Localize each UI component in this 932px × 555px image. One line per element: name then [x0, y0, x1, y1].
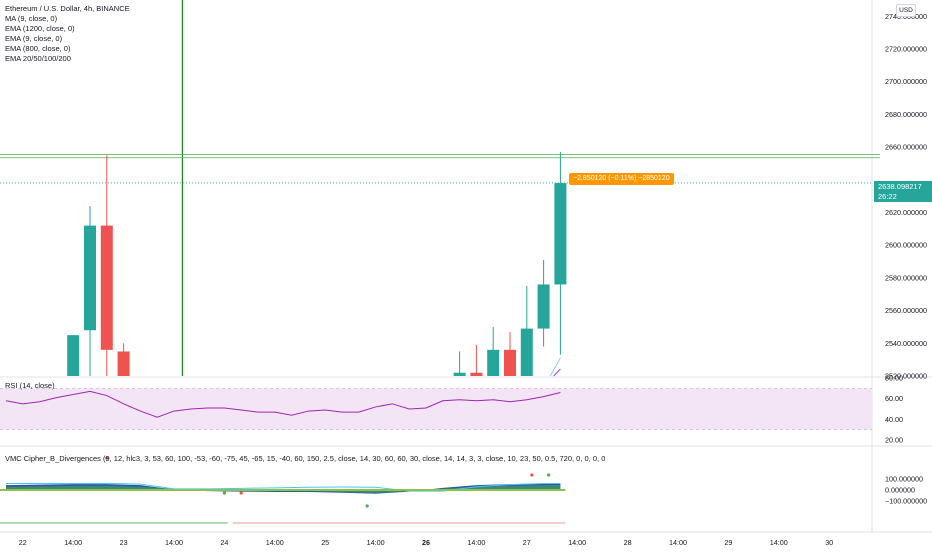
time-axis-tick-label: 27 [523, 538, 531, 547]
price-axis-tick-label: 2720.000000 [885, 45, 927, 54]
candle-body [84, 225, 96, 331]
time-axis-tick-label: 14:00 [669, 538, 687, 547]
currency-button[interactable]: USD [896, 4, 916, 17]
price-axis-tick-label: 2700.000000 [885, 77, 927, 86]
rsi-title[interactable]: RSI (14, close) [5, 381, 55, 390]
time-axis-tick-label: 29 [724, 538, 732, 547]
time-axis-tick-label: 26 [422, 538, 430, 547]
vmc-axis-tick-label: −100.000000 [885, 496, 927, 505]
price-axis-tick-label: 2680.000000 [885, 110, 927, 119]
last-price-value: 2638.098217 [878, 182, 922, 191]
vmc-axis-tick-label: 0.000000 [885, 486, 915, 495]
indicator-ema-ribbon[interactable]: EMA 20/50/100/200 [5, 54, 71, 63]
vmc-mfi-line [6, 482, 561, 492]
candle-body [67, 335, 80, 376]
time-axis-tick-label: 14:00 [367, 538, 385, 547]
time-axis-tick-label: 14:00 [770, 538, 788, 547]
price-axis-tick-label: 2580.000000 [885, 273, 927, 282]
time-axis-tick-label: 14:00 [266, 538, 284, 547]
price-axis-tick-label: 2660.000000 [885, 143, 927, 152]
rsi-line [5, 390, 561, 418]
time-axis-tick-label: 25 [321, 538, 329, 547]
vmc-signal-dot [365, 504, 369, 508]
ema-ribbon-line [549, 357, 561, 377]
candle-body [117, 351, 130, 376]
indicator-ma9[interactable]: MA (9, close, 0) [5, 14, 58, 23]
time-axis-tick-label: 23 [120, 538, 128, 547]
rsi-axis-tick-label: 20.00 [885, 436, 903, 445]
indicator-ema9[interactable]: EMA (9, close, 0) [5, 34, 63, 43]
vmc-signal-dot [239, 491, 243, 495]
candle-body [100, 225, 113, 350]
time-axis-tick-label: 30 [825, 538, 833, 547]
candle-body [537, 284, 550, 329]
time-axis-tick-label: 14:00 [165, 538, 183, 547]
candle-body [504, 349, 516, 376]
time-axis-tick-label: 24 [220, 538, 228, 547]
indicator-ema800[interactable]: EMA (800, close, 0) [5, 44, 71, 53]
price-axis-tick-label: 2620.000000 [885, 208, 927, 217]
vmc-signal-dot [105, 456, 109, 460]
price-axis-tick-label: 2540.000000 [885, 339, 927, 348]
symbol-title[interactable]: Ethereum / U.S. Dollar, 4h, BINANCE [5, 4, 130, 13]
bar-countdown: 26:22 [878, 192, 897, 201]
candle-body [487, 349, 500, 376]
vmc-axis-tick-label: 100.000000 [885, 475, 923, 484]
price-axis-tick-label: 2520.000000 [885, 372, 927, 381]
time-axis-tick-label: 22 [19, 538, 27, 547]
vmc-signal-dot [530, 473, 534, 477]
rsi-band [0, 388, 872, 430]
vmc-signal-dot [547, 473, 551, 477]
ema-ribbon-line [553, 368, 561, 377]
rsi-axis-tick-label: 80.00 [885, 374, 903, 383]
vmc-title[interactable]: VMC Cipher_B_Divergences (9, 12, hlc3, 3… [5, 454, 605, 463]
chart-legend[interactable]: Ethereum / U.S. Dollar, 4h, BINANCE MA (… [5, 4, 130, 64]
candle-body [453, 372, 466, 376]
time-axis-tick-label: 14:00 [467, 538, 485, 547]
price-change-label: −2.850120 (−0.11%) −2850120 [569, 173, 674, 185]
last-price-label: 2638.098217 26:22 [874, 181, 932, 202]
candle-body [554, 183, 567, 285]
candle-body [520, 328, 533, 376]
vmc-signal-dot [222, 491, 226, 495]
rsi-axis-tick-label: 60.00 [885, 394, 903, 403]
vmc-wave1-area [6, 483, 561, 494]
rsi-axis-tick-label: 40.00 [885, 415, 903, 424]
price-axis-tick-label: 2600.000000 [885, 241, 927, 250]
time-axis-tick-label: 14:00 [64, 538, 82, 547]
candle-body [470, 372, 483, 376]
indicator-ema1200[interactable]: EMA (1200, close, 0) [5, 24, 75, 33]
time-axis-tick-label: 28 [624, 538, 632, 547]
time-axis-tick-label: 14:00 [568, 538, 586, 547]
price-axis-tick-label: 2560.000000 [885, 306, 927, 315]
